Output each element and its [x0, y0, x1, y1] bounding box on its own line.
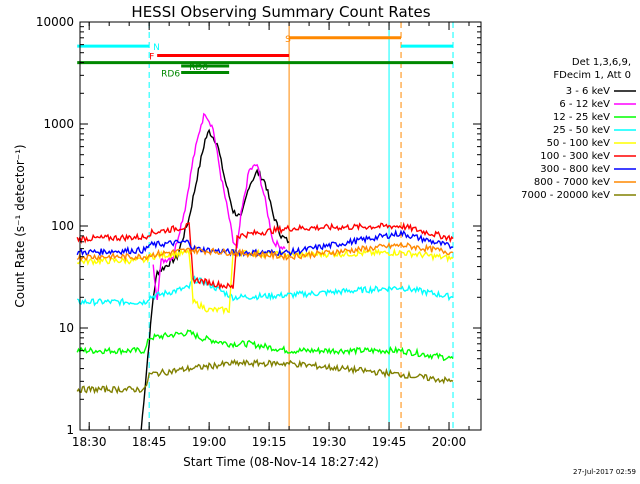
- series-line-5: [76, 221, 454, 291]
- series-line-2: [76, 329, 454, 362]
- flag-label-3: RD0: [189, 63, 208, 73]
- x-tick-label-0: 18:30: [72, 435, 107, 449]
- x-tick-label-3: 19:15: [252, 435, 287, 449]
- legend-label-4: 50 - 100 keV: [547, 138, 611, 149]
- y-tick-label-4: 10000: [36, 15, 74, 29]
- series-line-3: [76, 275, 454, 307]
- y-axis-label: Count Rate (s⁻¹ detector⁻¹): [13, 144, 27, 307]
- series-line-1: [152, 112, 286, 300]
- chart-title: HESSI Observing Summary Count Rates: [131, 3, 430, 21]
- flag-label-1: F: [149, 52, 154, 62]
- y-tick-label-2: 100: [51, 219, 74, 233]
- y-tick-label-1: 10: [59, 321, 74, 335]
- legend-label-3: 25 - 50 keV: [553, 125, 610, 136]
- legend-label-5: 100 - 300 keV: [540, 151, 610, 162]
- flag-label-2: S: [285, 35, 291, 45]
- flag-label-4: RD6: [161, 69, 180, 79]
- series-line-8: [76, 358, 454, 395]
- legend-label-8: 7000 - 20000 keV: [521, 190, 610, 201]
- x-tick-label-2: 19:00: [192, 435, 227, 449]
- series-line-7: [76, 241, 454, 262]
- series-line-6: [76, 228, 454, 258]
- x-tick-label-6: 20:00: [432, 435, 467, 449]
- y-tick-label-0: 1: [66, 423, 74, 437]
- y-tick-label-3: 1000: [43, 117, 74, 131]
- series-line-0: [140, 128, 290, 431]
- legend-label-1: 6 - 12 keV: [559, 99, 610, 110]
- legend-label-7: 800 - 7000 keV: [534, 177, 610, 188]
- legend-header-1: FDecim 1, Att 0: [553, 70, 631, 81]
- timestamp: 27-Jul-2017 02:59: [573, 468, 636, 476]
- x-tick-label-4: 19:30: [312, 435, 347, 449]
- legend-label-6: 300 - 800 keV: [540, 164, 610, 175]
- legend-label-2: 12 - 25 keV: [553, 112, 610, 123]
- x-tick-label-1: 18:45: [132, 435, 167, 449]
- plot-frame: [79, 21, 482, 431]
- flag-label-0: N: [153, 43, 160, 53]
- x-tick-label-5: 19:45: [372, 435, 407, 449]
- legend-label-0: 3 - 6 keV: [566, 86, 610, 97]
- legend-header-0: Det 1,3,6,9,: [572, 57, 631, 68]
- x-axis-label: Start Time (08-Nov-14 18:27:42): [183, 455, 379, 469]
